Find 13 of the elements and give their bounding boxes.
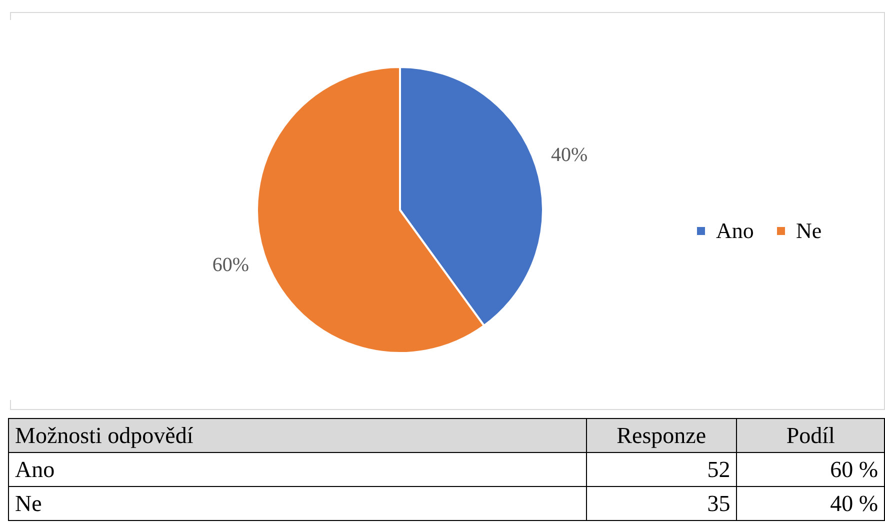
text: Ano [8, 452, 586, 486]
legend-label: Ne [796, 218, 822, 243]
text: 52 [586, 452, 737, 486]
data-label: 40% [550, 144, 588, 166]
text: Responze [586, 418, 737, 452]
text: Podíl [736, 418, 884, 452]
text: 60 % [736, 452, 884, 486]
text: 40 % [736, 486, 884, 520]
text: Ne [8, 486, 586, 520]
data-label: 60% [212, 254, 250, 276]
text: 35 [586, 486, 737, 520]
text: Možnosti odpovědí [8, 418, 586, 452]
legend-label: Ano [716, 218, 754, 243]
